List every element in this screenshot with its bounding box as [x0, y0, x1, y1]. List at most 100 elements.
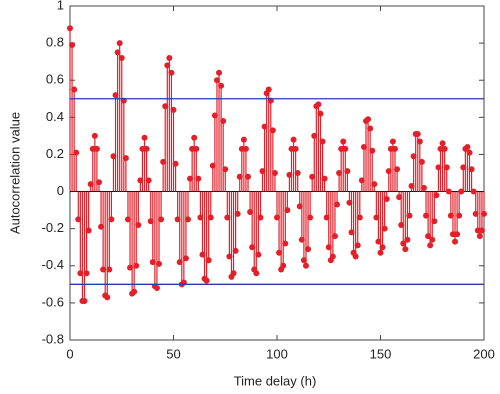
stem-marker	[354, 242, 361, 249]
stem-marker	[427, 242, 434, 249]
stem-marker	[400, 240, 407, 247]
stem-marker	[443, 164, 450, 171]
stem-marker	[67, 25, 73, 32]
stem-marker	[340, 138, 347, 145]
stem-marker	[141, 134, 148, 141]
stem-marker	[329, 253, 336, 260]
stem-marker	[261, 123, 268, 130]
stem-marker	[213, 77, 220, 84]
stem-marker	[230, 270, 237, 277]
stem-marker	[449, 231, 456, 238]
stem-marker	[174, 216, 181, 223]
stem-marker	[110, 153, 117, 160]
y-tick-label: -0.2	[42, 220, 64, 235]
stem-marker	[75, 216, 82, 223]
y-tick-label: -0.6	[42, 294, 64, 309]
stem-marker	[468, 166, 475, 173]
stem-marker	[447, 212, 454, 219]
x-tick-label: 200	[473, 346, 495, 361]
stem-marker	[282, 240, 289, 247]
stem-marker	[191, 134, 198, 141]
stem-marker	[433, 192, 440, 199]
stem-marker	[108, 216, 115, 223]
stem-marker	[114, 49, 121, 56]
stem-marker	[87, 181, 94, 188]
stem-marker	[240, 136, 247, 143]
stem-marker	[410, 153, 417, 160]
stem-marker	[406, 212, 413, 219]
stem-marker	[122, 155, 129, 162]
stem-marker	[89, 145, 96, 152]
stem-marker	[317, 110, 324, 117]
stem-marker	[385, 168, 392, 175]
stem-marker	[321, 175, 328, 182]
stem-marker	[319, 138, 326, 145]
stem-marker	[187, 175, 194, 182]
stem-marker	[69, 41, 76, 48]
stem-marker	[294, 170, 301, 176]
stem-marker	[265, 86, 272, 93]
stem-marker	[458, 188, 465, 195]
stem-marker	[85, 227, 92, 234]
stem-marker	[398, 221, 405, 228]
stem-marker	[311, 132, 318, 139]
stem-marker	[464, 144, 471, 151]
stem-marker	[305, 246, 312, 253]
stem-marker	[478, 227, 485, 234]
stem-marker	[344, 168, 351, 175]
stem-marker	[336, 170, 343, 176]
stem-marker	[81, 298, 88, 305]
stem-marker	[292, 145, 299, 152]
stem-marker	[238, 145, 245, 152]
stem-marker	[425, 233, 432, 240]
y-axis-label: Autocorrelation value	[7, 112, 22, 234]
stem-marker	[441, 145, 448, 152]
stem-marker	[423, 212, 430, 219]
stem-marker	[209, 162, 216, 169]
stem-marker	[414, 131, 421, 138]
stem-marker	[224, 214, 231, 221]
stem-marker	[466, 149, 473, 156]
stem-marker	[257, 214, 264, 221]
stem-marker	[133, 262, 140, 269]
stem-marker	[472, 210, 479, 217]
stem-marker	[222, 166, 229, 173]
stem-marker	[164, 62, 171, 69]
stem-marker	[325, 244, 332, 251]
stem-marker	[242, 145, 249, 152]
stem-marker	[203, 277, 210, 284]
stem-marker	[356, 214, 363, 221]
stem-marker	[474, 227, 481, 234]
stem-marker	[375, 238, 382, 245]
stem-marker	[476, 233, 483, 240]
stem-marker	[481, 210, 487, 217]
y-tick-label: 1	[57, 0, 64, 12]
stem-marker	[127, 264, 134, 271]
stem-marker	[199, 251, 206, 258]
stem-marker	[342, 145, 349, 152]
stem-marker	[389, 138, 396, 145]
stem-marker	[290, 136, 297, 143]
stem-marker	[220, 118, 227, 125]
stem-marker	[218, 82, 225, 89]
stem-marker	[247, 208, 254, 215]
stem-marker	[420, 184, 427, 191]
stem-marker	[369, 147, 376, 154]
stem-marker	[118, 54, 125, 61]
stem-marker	[205, 257, 212, 264]
stem-marker	[418, 158, 425, 165]
stem-marker	[300, 257, 307, 264]
stem-marker	[153, 285, 160, 292]
stem-marker	[365, 116, 372, 123]
x-tick-label: 150	[370, 346, 392, 361]
stem-marker	[106, 266, 113, 273]
stem-marker	[137, 177, 144, 184]
stem-marker	[309, 173, 316, 180]
stem-marker	[298, 236, 305, 243]
stem-marker	[216, 69, 223, 76]
y-tick-label: 0.2	[46, 146, 64, 161]
stem-marker	[276, 249, 283, 256]
stem-marker	[416, 138, 423, 145]
stem-marker	[431, 218, 438, 225]
